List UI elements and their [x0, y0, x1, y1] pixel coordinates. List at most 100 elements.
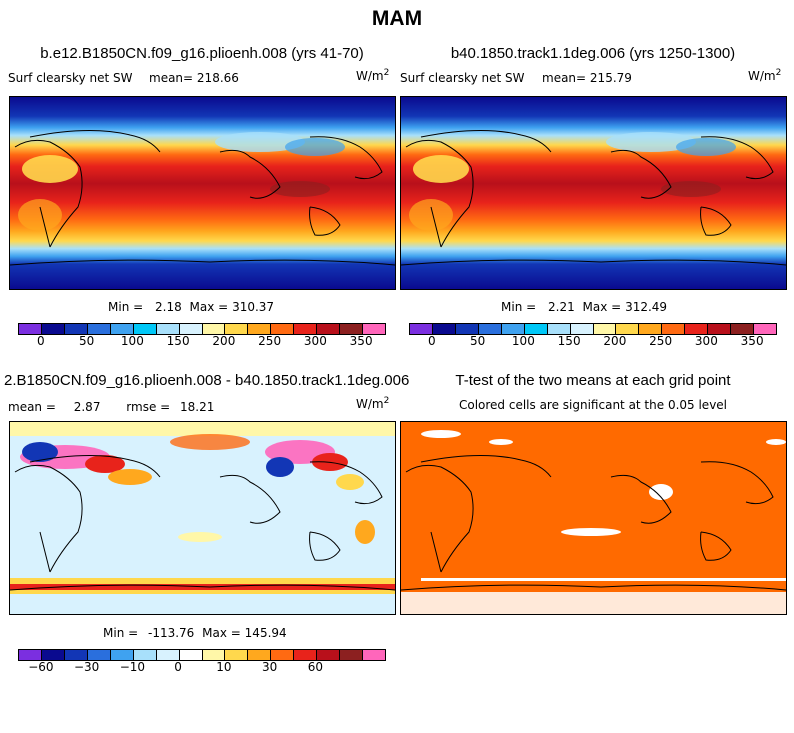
panel-c-colorbar-swatch: [64, 650, 88, 660]
panel-c-min-value: -113.76: [148, 626, 195, 640]
panel-c-colorbar-swatch: [363, 650, 385, 660]
panel-c-colorbar-tick-label: 60: [307, 660, 324, 674]
panel-a-colorbar-swatch: [271, 324, 295, 334]
figure-title: MAM: [371, 7, 423, 30]
panel-a-colorbar-swatch: [202, 324, 226, 334]
panel-b-mean: mean= 215.79: [542, 71, 632, 85]
panel-c-mean-value: 2.87: [73, 400, 101, 414]
panel-a-colorbar-tick-label: 100: [120, 334, 144, 348]
panel-a-mean-value: 218.66: [196, 71, 239, 85]
panel-c-colorbar-swatch: [340, 650, 364, 660]
panel-b-max-label: Max =: [582, 300, 622, 314]
panel-c-colorbar-swatch: [110, 650, 134, 660]
panel-b-map: [400, 96, 787, 290]
panel-a-colorbar-tick-label: 300: [303, 334, 327, 348]
panel-c-colorbar-swatch: [87, 650, 111, 660]
panel-a-colorbar-swatch: [363, 324, 385, 334]
panel-c-colorbar-swatch: [41, 650, 65, 660]
panel-b-colorbar-swatch: [570, 324, 594, 334]
panel-b-colorbar-swatch: [432, 324, 456, 334]
panel-a-units: W/m2: [356, 68, 389, 83]
panel-b-field-label: Surf clearsky net SW: [400, 71, 525, 85]
panel-c-rmse-label: rmse =: [126, 400, 171, 414]
panel-a-colorbar-swatch: [41, 324, 65, 334]
panel-b-min-label: Min =: [501, 300, 537, 314]
panel-b-units: W/m2: [748, 68, 781, 83]
panel-b-mean-value: 215.79: [589, 71, 632, 85]
panel-a-colorbar-tick-label: 200: [212, 334, 236, 348]
panel-d-nonsignificant-cells: [401, 430, 786, 614]
panel-c-mean-label: mean =: [8, 400, 56, 414]
panel-c-colorbar-tick-label: 10: [216, 660, 232, 674]
panel-a-max-value: 310.37: [232, 300, 275, 314]
panel-a-min-label: Min =: [108, 300, 144, 314]
panel-a-colorbar-swatch: [248, 324, 272, 334]
panel-c-stats: mean = 2.87 rmse = 18.21: [8, 400, 214, 414]
panel-b-minmax: Min = 2.21 Max = 312.49: [501, 300, 667, 314]
panel-a-colorbar-tick-label: 0: [37, 334, 45, 348]
panel-b-colorbar-tick-label: 300: [694, 334, 718, 348]
panel-a-field-label: Surf clearsky net SW: [8, 71, 133, 85]
panel-a-units-exp: 2: [383, 68, 390, 78]
panel-c-max-value: 145.94: [244, 626, 287, 640]
panel-b-colorbar-swatch: [501, 324, 525, 334]
panel-a-map: [9, 96, 396, 290]
panel-a-colorbar-swatch: [19, 324, 42, 334]
panel-b-max-value: 312.49: [625, 300, 668, 314]
panel-b-colorbar-swatch: [478, 324, 502, 334]
panel-b-colorbar-tick-label: 150: [557, 334, 581, 348]
panel-a-colorbar-tick-label: 350: [349, 334, 373, 348]
panel-b-mean-label: mean=: [542, 71, 587, 85]
panel-a-minmax: Min = 2.18 Max = 310.37: [108, 300, 274, 314]
panel-a-colorbar-ticks: 0 50 100 150 200 250 300 350: [18, 334, 384, 350]
panel-b-coastlines: [401, 129, 786, 266]
panel-c-coastlines: [10, 454, 395, 591]
panel-b-colorbar-swatch: [685, 324, 709, 334]
panel-b-colorbar-swatch: [639, 324, 663, 334]
panel-c-colorbar-tick-label: 0: [174, 660, 182, 674]
panel-c-map: [9, 421, 396, 615]
panel-c-units-text: W/m: [356, 397, 384, 411]
panel-b-colorbar-swatch: [547, 324, 571, 334]
panel-a-colorbar-swatch: [317, 324, 341, 334]
panel-a-title: b.e12.B1850CN.f09_g16.plioenh.008 (yrs 4…: [40, 45, 364, 62]
panel-b-colorbar-ticks: 0 50 100 150 200 250 300 350: [409, 334, 775, 350]
panel-a-colorbar-swatch: [156, 324, 180, 334]
panel-c-colorbar-tick-label: 30: [261, 660, 278, 674]
panel-b-colorbar-swatch: [731, 324, 755, 334]
panel-d-map: [400, 421, 787, 615]
panel-c-colorbar-swatch: [133, 650, 157, 660]
panel-b-colorbar-tick-label: 0: [428, 334, 436, 348]
panel-b-colorbar-swatch: [593, 324, 617, 334]
panel-a-colorbar-swatch: [87, 324, 111, 334]
panel-b-colorbar-tick-label: 350: [740, 334, 764, 348]
panel-a-mean: mean= 218.66: [149, 71, 239, 85]
panel-a-field: [10, 97, 395, 289]
panel-a-coastlines: [10, 129, 395, 266]
panel-d-title: T-test of the two means at each grid poi…: [455, 372, 731, 389]
panel-b-colorbar-tick-label: 200: [603, 334, 627, 348]
panel-c-max-label: Max =: [202, 626, 241, 640]
panel-d-coastlines: [401, 454, 786, 591]
panel-b-colorbar-swatch: [662, 324, 686, 334]
panel-c-colorbar: [18, 649, 386, 661]
panel-c-colorbar-swatch: [248, 650, 272, 660]
panel-a-colorbar-swatch: [294, 324, 318, 334]
panel-c-colorbar-swatch: [317, 650, 341, 660]
panel-b-colorbar-swatch: [410, 324, 433, 334]
panel-a-colorbar-tick-label: 50: [78, 334, 95, 348]
panel-b-colorbar-swatch: [754, 324, 776, 334]
panel-c-colorbar-tick-label: −30: [73, 660, 100, 674]
panel-d-significant-area: [401, 422, 786, 614]
panel-c-colorbar-swatch: [156, 650, 180, 660]
panel-b-colorbar-tick-label: 250: [649, 334, 673, 348]
panel-a-max-label: Max =: [189, 300, 229, 314]
panel-b-colorbar-tick-label: 50: [469, 334, 486, 348]
panel-c-units-exp: 2: [383, 396, 390, 406]
panel-b-title: b40.1850.track1.1deg.006 (yrs 1250-1300): [450, 45, 736, 62]
panel-a-min-value: 2.18: [155, 300, 182, 314]
panel-c-title: 2.B1850CN.f09_g16.plioenh.008 - b40.1850…: [4, 372, 410, 389]
panel-a-colorbar-swatch: [225, 324, 249, 334]
panel-a-colorbar-swatch: [133, 324, 157, 334]
panel-c-units: W/m2: [356, 396, 389, 411]
